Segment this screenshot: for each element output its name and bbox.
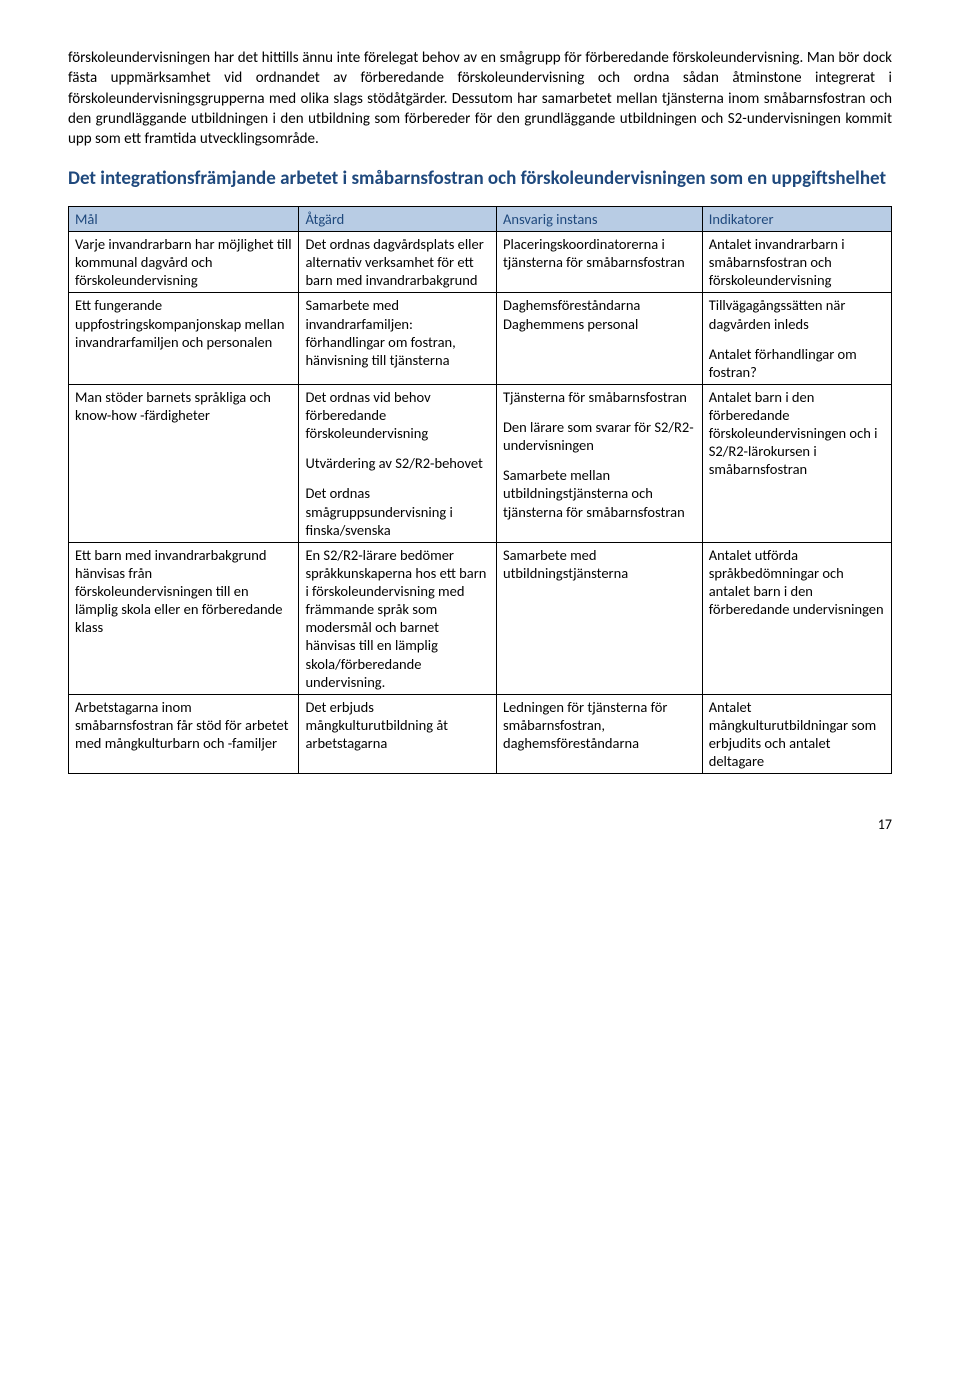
cell-ansvarig: Placeringskoordinatorerna i tjänsterna f… <box>496 232 702 293</box>
col-header-atgard: Åtgärd <box>299 206 497 231</box>
cell-mal: Ett barn med invandrarbakgrund hänvisas … <box>69 542 299 694</box>
cell-text: Tillvägagångssätten när dagvården inleds <box>709 296 885 332</box>
cell-text: Arbetstagarna inom småbarnsfostran får s… <box>75 698 292 752</box>
cell-text: Samarbete mellan utbildningstjänsterna o… <box>503 466 696 520</box>
cell-text: Antalet förhandlingar om fostran? <box>709 345 885 381</box>
cell-mal: Varje invandrarbarn har möjlighet till k… <box>69 232 299 293</box>
cell-ansvarig: Daghemsföreståndarna Daghemmens personal <box>496 293 702 385</box>
col-header-ansvarig: Ansvarig instans <box>496 206 702 231</box>
cell-indikatorer: Antalet utförda språkbedömningar och ant… <box>702 542 891 694</box>
cell-text: Ledningen för tjänsterna för småbarnsfos… <box>503 698 696 752</box>
cell-mal: Man stöder barnets språkliga och know-ho… <box>69 384 299 542</box>
cell-ansvarig: Tjänsterna för småbarnsfostran Den lärare… <box>496 384 702 542</box>
cell-atgard: Samarbete med invandrarfamiljen: förhand… <box>299 293 497 385</box>
cell-text: Antalet invandrarbarn i småbarnsfostran … <box>709 235 885 289</box>
cell-atgard: Det ordnas vid behov förberedande försko… <box>299 384 497 542</box>
cell-text: Tjänsterna för småbarnsfostran <box>503 388 696 406</box>
cell-text: Antalet utförda språkbedömningar och ant… <box>709 546 885 619</box>
table-row: Arbetstagarna inom småbarnsfostran får s… <box>69 694 892 774</box>
cell-text: Samarbete med invandrarfamiljen: förhand… <box>305 296 490 369</box>
cell-text: Varje invandrarbarn har möjlighet till k… <box>75 235 292 289</box>
cell-text: Man stöder barnets språkliga och know-ho… <box>75 388 292 424</box>
cell-text: Ett barn med invandrarbakgrund hänvisas … <box>75 546 292 637</box>
table-body: Varje invandrarbarn har möjlighet till k… <box>69 232 892 774</box>
cell-indikatorer: Tillvägagångssätten när dagvården inleds… <box>702 293 891 385</box>
table-row: Ett fungerande uppfostringskompanjonskap… <box>69 293 892 385</box>
cell-mal: Ett fungerande uppfostringskompanjonskap… <box>69 293 299 385</box>
cell-indikatorer: Antalet invandrarbarn i småbarnsfostran … <box>702 232 891 293</box>
cell-text: Det ordnas dagvårdsplats eller alternati… <box>305 235 490 289</box>
cell-text: Daghemsföreståndarna Daghemmens personal <box>503 296 696 332</box>
cell-text: Samarbete med utbildningstjänsterna <box>503 546 696 582</box>
col-header-indikatorer: Indikatorer <box>702 206 891 231</box>
cell-text: Det erbjuds mångkulturutbildning åt arbe… <box>305 698 490 752</box>
cell-indikatorer: Antalet barn i den förberedande förskole… <box>702 384 891 542</box>
cell-text: Det ordnas vid behov förberedande försko… <box>305 388 490 442</box>
table-row: Varje invandrarbarn har möjlighet till k… <box>69 232 892 293</box>
col-header-mal: Mål <box>69 206 299 231</box>
cell-text: Det ordnas smågruppsundervisning i finsk… <box>305 484 490 538</box>
cell-atgard: Det erbjuds mångkulturutbildning åt arbe… <box>299 694 497 774</box>
cell-text: En S2/R2-lärare bedömer språkkunskaperna… <box>305 546 490 691</box>
cell-ansvarig: Samarbete med utbildningstjänsterna <box>496 542 702 694</box>
body-paragraph-1: förskoleundervisningen har det hittills … <box>68 48 892 149</box>
cell-ansvarig: Ledningen för tjänsterna för småbarnsfos… <box>496 694 702 774</box>
integration-table: Mål Åtgärd Ansvarig instans Indikatorer … <box>68 206 892 774</box>
table-header-row: Mål Åtgärd Ansvarig instans Indikatorer <box>69 206 892 231</box>
page-number: 17 <box>68 816 892 835</box>
cell-atgard: En S2/R2-lärare bedömer språkkunskaperna… <box>299 542 497 694</box>
table-row: Ett barn med invandrarbakgrund hänvisas … <box>69 542 892 694</box>
cell-text: Placeringskoordinatorerna i tjänsterna f… <box>503 235 696 271</box>
cell-text: Den lärare som svarar för S2/R2-undervis… <box>503 418 696 454</box>
cell-text: Antalet barn i den förberedande förskole… <box>709 388 885 479</box>
cell-text: Utvärdering av S2/R2-behovet <box>305 454 490 472</box>
cell-text: Ett fungerande uppfostringskompanjonskap… <box>75 296 292 350</box>
cell-atgard: Det ordnas dagvårdsplats eller alternati… <box>299 232 497 293</box>
section-heading: Det integrationsfrämjande arbetet i småb… <box>68 167 892 192</box>
cell-mal: Arbetstagarna inom småbarnsfostran får s… <box>69 694 299 774</box>
table-row: Man stöder barnets språkliga och know-ho… <box>69 384 892 542</box>
cell-text: Antalet mångkulturutbildningar som erbju… <box>709 698 885 771</box>
cell-indikatorer: Antalet mångkulturutbildningar som erbju… <box>702 694 891 774</box>
